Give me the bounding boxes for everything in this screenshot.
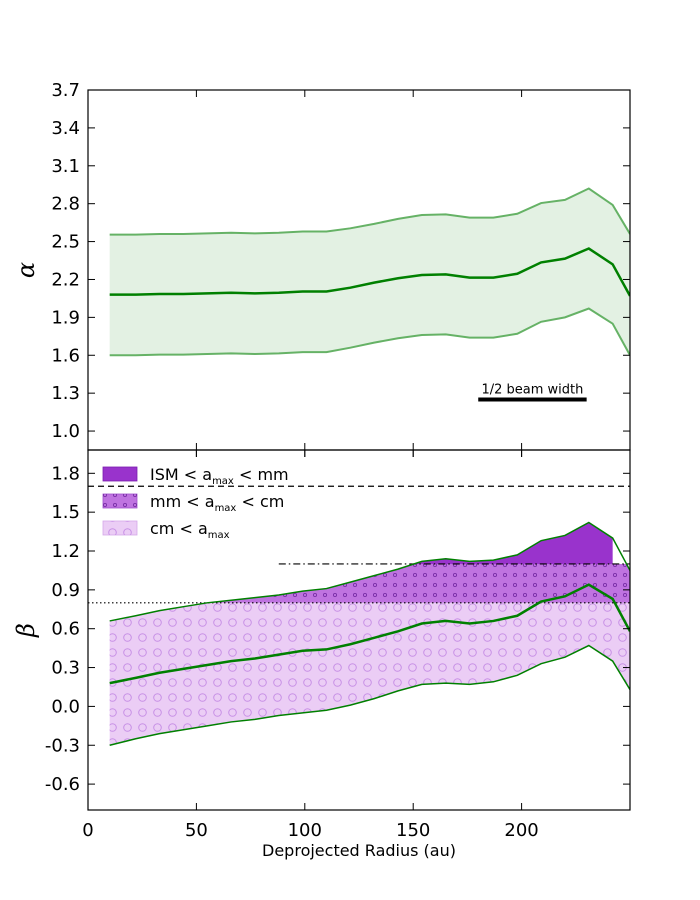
beta-lower-line xyxy=(109,644,630,746)
alpha-upper-line xyxy=(109,187,630,236)
legend-swatch-mm-cm-pattern xyxy=(103,494,137,508)
alpha-y-label: α xyxy=(12,262,40,278)
alpha-y-tick-label: 2.5 xyxy=(51,232,80,253)
beam-width-label: 1/2 beam width xyxy=(481,382,583,397)
alpha-y-ticks: 1.0 1.3 1.6 1.9 2.2 2.5 2.8 3.1 3.4 3.7 xyxy=(51,80,630,442)
beta-panel-frame xyxy=(87,449,631,811)
legend-label-ism-mm: ISM < amax < mm xyxy=(150,465,289,487)
beta-y-tick-label: 0.0 xyxy=(51,696,80,717)
beta-y-ticks: -0.6 -0.3 0.0 0.3 0.6 0.9 1.2 1.5 1.8 xyxy=(45,463,630,795)
legend-item-mm-cm: mm < amax < cm xyxy=(102,492,284,514)
beta-line xyxy=(109,583,630,685)
x-tick-label: 50 xyxy=(185,820,208,841)
beta-y-tick-label: 1.2 xyxy=(51,541,80,562)
x-tick-label: 150 xyxy=(396,820,430,841)
alpha-uncertainty-band xyxy=(109,188,630,356)
alpha-y-tick-label: 2.8 xyxy=(51,194,80,215)
x-tick-label: 0 xyxy=(82,820,93,841)
legend-item-cm: cm < amax xyxy=(102,519,230,541)
legend-swatch-ism-mm xyxy=(102,466,138,482)
x-axis-label: Deprojected Radius (au) xyxy=(262,841,456,860)
alpha-lower-line xyxy=(109,307,630,357)
beta-y-tick-label: 0.3 xyxy=(51,658,80,679)
alpha-y-tick-label: 3.1 xyxy=(51,156,80,177)
beta-y-tick-label: 1.8 xyxy=(51,463,80,484)
beta-y-label: β xyxy=(12,623,40,638)
x-tick-label: 200 xyxy=(504,820,538,841)
alpha-y-tick-label: 1.9 xyxy=(51,307,80,328)
beta-upper-line xyxy=(109,521,630,622)
beta-y-tick-label: 0.9 xyxy=(51,580,80,601)
alpha-line xyxy=(109,247,630,297)
beta-panel: -0.6 -0.3 0.0 0.3 0.6 0.9 1.2 1.5 1.8 0 50 100 150 2… xyxy=(12,90,630,860)
beta-y-tick-label: -0.3 xyxy=(45,735,80,756)
legend-label-cm: cm < amax xyxy=(150,519,230,541)
alpha-panel: 1/2 beam width 1.0 1.3 1.6 1.9 2.2 2.5 2.8 3.1 3… xyxy=(12,80,630,442)
legend-label-mm-cm: mm < amax < cm xyxy=(150,492,284,514)
beta-y-tick-label: -0.6 xyxy=(45,774,80,795)
beta-y-tick-label: 1.5 xyxy=(51,502,80,523)
alpha-y-tick-label: 1.3 xyxy=(51,383,80,404)
mm-cm-region-pattern xyxy=(109,563,630,621)
alpha-y-tick-label: 1.0 xyxy=(51,421,80,442)
x-ticks: 0 50 100 150 200 xyxy=(82,90,539,841)
cm-region-pattern xyxy=(109,602,630,746)
legend-item-ism-mm: ISM < amax < mm xyxy=(102,465,289,487)
alpha-y-tick-label: 3.7 xyxy=(51,80,80,101)
alpha-y-tick-label: 1.6 xyxy=(51,345,80,366)
legend-swatch-cm-pattern xyxy=(103,521,137,535)
beta-y-tick-label: 0.6 xyxy=(51,619,80,640)
legend: ISM < amax < mm mm < amax < cm cm < amax xyxy=(102,465,289,541)
x-tick-label: 100 xyxy=(288,820,322,841)
alpha-y-tick-label: 3.4 xyxy=(51,118,80,139)
alpha-y-tick-label: 2.2 xyxy=(51,269,80,290)
